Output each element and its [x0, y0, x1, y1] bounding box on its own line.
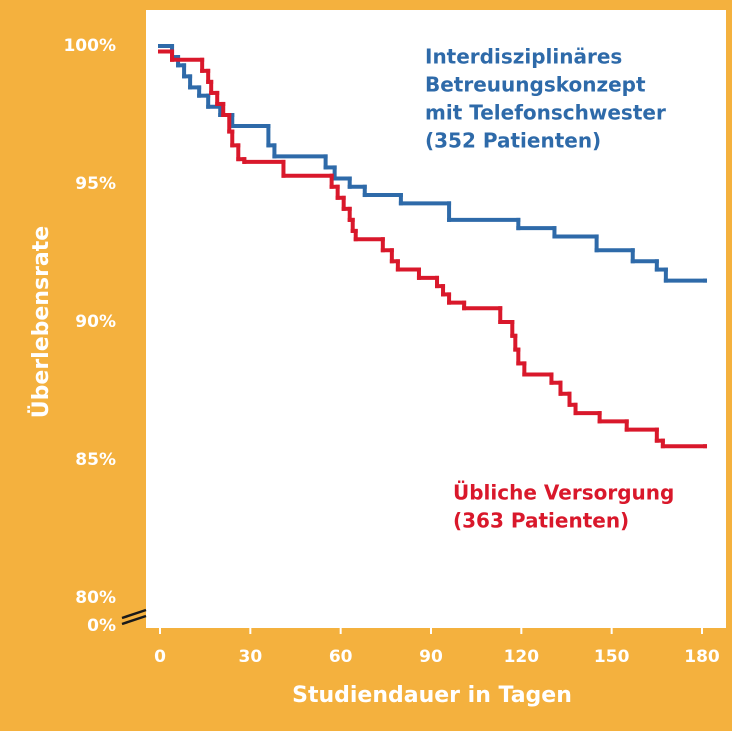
y-tick-label: 95% [75, 174, 116, 194]
series-label: (352 Patienten) [425, 129, 601, 153]
y-tick-label: 85% [75, 450, 116, 470]
y-axis-label: Überlebensrate [28, 226, 54, 418]
axis-break [121, 608, 147, 626]
y-tick-label: 80% [75, 588, 116, 608]
x-tick-label: 60 [329, 647, 353, 667]
series-label: (363 Patienten) [453, 509, 629, 533]
series-label: Übliche Versorgung [453, 481, 674, 505]
plot-area [146, 10, 726, 628]
x-tick-label: 180 [684, 647, 720, 667]
y-break-label: 0% [87, 616, 116, 636]
series-label: Betreuungskonzept [425, 73, 646, 97]
x-tick-label: 0 [154, 647, 166, 667]
y-tick-label: 90% [75, 312, 116, 332]
x-tick-label: 30 [238, 647, 262, 667]
series-label: mit Telefonschwester [425, 101, 666, 125]
x-tick-label: 150 [594, 647, 630, 667]
x-tick-label: 90 [419, 647, 443, 667]
series-label: Interdisziplinäres [425, 45, 622, 69]
x-axis-label: Studiendauer in Tagen [292, 683, 572, 708]
y-tick-label: 100% [63, 36, 116, 56]
x-tick-label: 120 [504, 647, 540, 667]
